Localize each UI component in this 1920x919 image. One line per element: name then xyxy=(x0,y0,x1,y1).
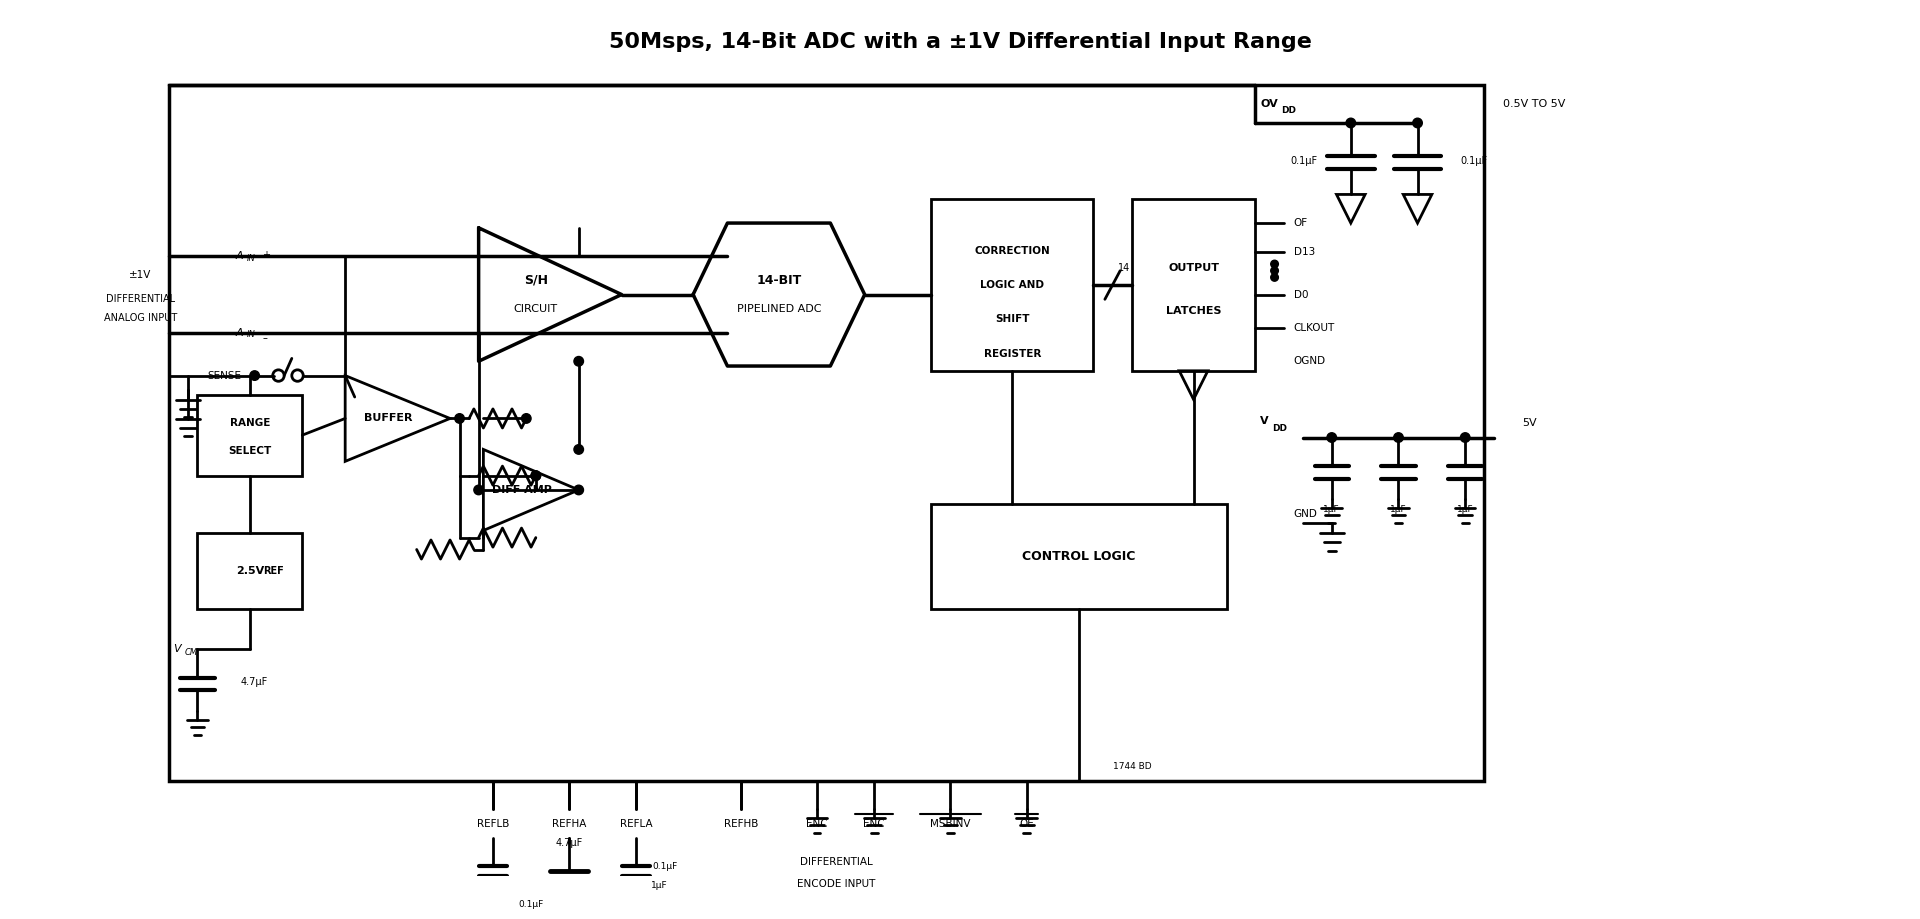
Text: –: – xyxy=(263,334,267,344)
Text: ENC: ENC xyxy=(806,819,828,829)
Text: 0.1μF: 0.1μF xyxy=(1290,156,1317,166)
Text: REGISTER: REGISTER xyxy=(983,348,1041,358)
Circle shape xyxy=(574,357,584,366)
Text: REF: REF xyxy=(263,566,284,576)
Text: REFLA: REFLA xyxy=(620,819,653,829)
Text: IN: IN xyxy=(248,330,255,339)
Text: OV: OV xyxy=(1260,98,1279,108)
Text: DIFFERENTIAL: DIFFERENTIAL xyxy=(106,294,175,304)
Text: REFHB: REFHB xyxy=(724,819,758,829)
Bar xyxy=(931,199,1094,370)
Circle shape xyxy=(250,370,259,380)
Text: ±1V: ±1V xyxy=(129,270,152,280)
Text: 1μF: 1μF xyxy=(1390,505,1407,514)
Text: 4.7μF: 4.7μF xyxy=(240,677,267,687)
Text: 1μF: 1μF xyxy=(1457,505,1473,514)
Text: ANALOG INPUT: ANALOG INPUT xyxy=(104,313,177,323)
Text: 5V: 5V xyxy=(1523,418,1538,428)
Circle shape xyxy=(1461,433,1471,442)
Text: 14-BIT: 14-BIT xyxy=(756,274,801,287)
Text: MSBINV: MSBINV xyxy=(929,819,972,829)
Circle shape xyxy=(1413,119,1423,128)
Bar xyxy=(169,85,1484,780)
Circle shape xyxy=(1271,274,1279,281)
Text: DD: DD xyxy=(1271,424,1286,433)
Text: ENC: ENC xyxy=(864,819,885,829)
Text: CIRCUIT: CIRCUIT xyxy=(515,304,559,314)
Text: DIFF AMP: DIFF AMP xyxy=(492,485,551,495)
Text: V: V xyxy=(173,644,180,654)
Text: S/H: S/H xyxy=(524,274,547,287)
Circle shape xyxy=(455,414,465,424)
Text: PIPELINED ADC: PIPELINED ADC xyxy=(737,304,822,314)
Text: 2.5V: 2.5V xyxy=(236,566,263,576)
Circle shape xyxy=(1271,260,1279,267)
Circle shape xyxy=(1327,433,1336,442)
Text: LATCHES: LATCHES xyxy=(1165,306,1221,316)
Text: SELECT: SELECT xyxy=(228,447,271,457)
Text: RANGE: RANGE xyxy=(230,418,271,428)
Text: D0: D0 xyxy=(1294,289,1308,300)
Text: ENCODE INPUT: ENCODE INPUT xyxy=(797,879,876,889)
Text: A: A xyxy=(236,252,244,261)
Text: 1μF: 1μF xyxy=(651,881,668,890)
Circle shape xyxy=(522,414,532,424)
Text: 0.1μF: 0.1μF xyxy=(518,900,543,909)
Text: V: V xyxy=(1260,416,1269,426)
Text: 0.1μF: 0.1μF xyxy=(653,862,678,871)
Bar xyxy=(1131,199,1256,370)
Text: CM: CM xyxy=(184,649,198,657)
Text: GND: GND xyxy=(1294,509,1317,519)
Text: OE: OE xyxy=(1020,819,1035,829)
Circle shape xyxy=(1346,119,1356,128)
Circle shape xyxy=(574,485,584,494)
Circle shape xyxy=(574,445,584,454)
Text: BUFFER: BUFFER xyxy=(363,414,413,424)
Circle shape xyxy=(1394,433,1404,442)
Text: 14: 14 xyxy=(1117,263,1131,273)
Text: SHIFT: SHIFT xyxy=(995,314,1029,324)
Text: 0.5V TO 5V: 0.5V TO 5V xyxy=(1503,98,1565,108)
Text: REFHA: REFHA xyxy=(551,819,586,829)
Text: SENSE: SENSE xyxy=(207,370,242,380)
Text: A: A xyxy=(236,328,244,337)
Text: CONTROL LOGIC: CONTROL LOGIC xyxy=(1023,550,1137,563)
Bar xyxy=(198,394,301,476)
Text: +: + xyxy=(263,249,271,259)
Text: LOGIC AND: LOGIC AND xyxy=(981,280,1044,290)
Text: 1744 BD: 1744 BD xyxy=(1112,762,1152,771)
Text: DIFFERENTIAL: DIFFERENTIAL xyxy=(801,857,872,867)
Text: 0.1μF: 0.1μF xyxy=(1461,156,1488,166)
Text: D13: D13 xyxy=(1294,246,1315,256)
Text: REFLB: REFLB xyxy=(476,819,509,829)
Text: CORRECTION: CORRECTION xyxy=(975,245,1050,255)
Bar xyxy=(198,533,301,609)
Text: IN: IN xyxy=(248,254,255,263)
Circle shape xyxy=(532,471,541,481)
Bar xyxy=(931,505,1227,609)
Text: OUTPUT: OUTPUT xyxy=(1167,263,1219,273)
Text: 50Msps, 14-Bit ADC with a ±1V Differential Input Range: 50Msps, 14-Bit ADC with a ±1V Differenti… xyxy=(609,32,1311,52)
Text: 1μF: 1μF xyxy=(1323,505,1340,514)
Text: OGND: OGND xyxy=(1294,357,1325,367)
Circle shape xyxy=(1271,267,1279,275)
Text: CLKOUT: CLKOUT xyxy=(1294,323,1334,333)
Text: DD: DD xyxy=(1281,107,1296,116)
Text: OF: OF xyxy=(1294,218,1308,228)
Circle shape xyxy=(474,485,484,494)
Circle shape xyxy=(532,471,541,481)
Text: 4.7μF: 4.7μF xyxy=(555,837,584,847)
